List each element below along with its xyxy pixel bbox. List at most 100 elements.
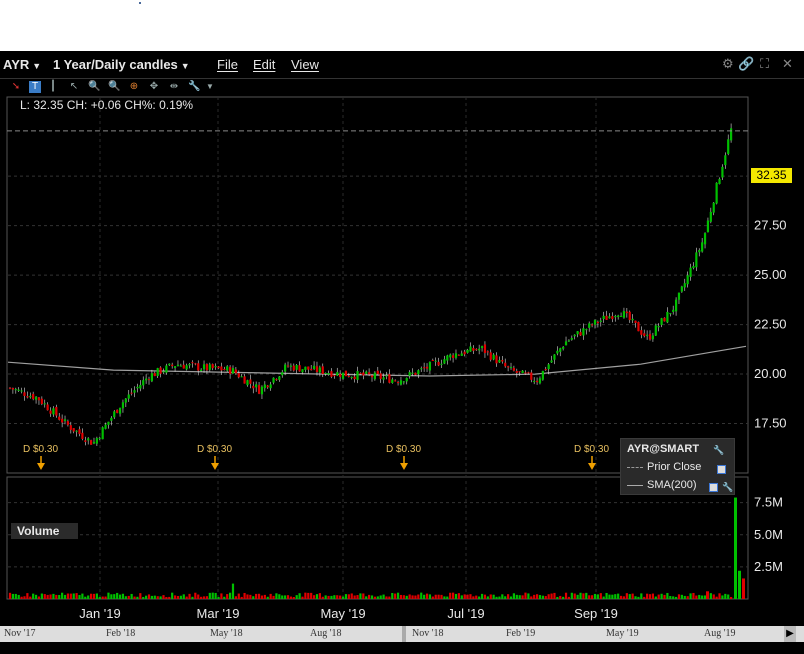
candle-body xyxy=(376,370,379,375)
draw-icon[interactable]: ↖ xyxy=(69,81,79,92)
menu-file[interactable]: File xyxy=(217,57,238,72)
volume-bar xyxy=(423,594,426,599)
candle-body xyxy=(370,375,374,378)
volume-bar xyxy=(544,596,547,599)
volume-bar xyxy=(509,596,513,599)
volume-bar xyxy=(8,592,12,599)
volume-panel xyxy=(6,476,749,600)
candle-body xyxy=(43,403,46,405)
dividend-arrow-icon xyxy=(37,463,45,470)
time-navigator[interactable]: ▶ Nov '17 Feb '18 May '18 Aug '18 Nov '1… xyxy=(0,626,804,642)
volume-bar xyxy=(246,594,249,599)
expand-icon[interactable]: ⛶ xyxy=(760,56,770,71)
candle-body xyxy=(200,369,203,372)
candle-body xyxy=(579,332,582,336)
navigator-left-handle[interactable] xyxy=(402,626,406,642)
volume-bar xyxy=(281,595,284,599)
close-icon[interactable]: ✕ xyxy=(782,56,793,71)
volume-bar xyxy=(87,595,90,599)
bar-type-icon[interactable]: ┃ xyxy=(49,81,57,92)
volume-bar xyxy=(370,595,374,599)
target-icon[interactable]: ⊕ xyxy=(129,81,139,92)
volume-bar xyxy=(425,593,429,599)
volume-bar xyxy=(379,595,382,599)
volume-bar xyxy=(113,594,116,599)
volume-bar xyxy=(483,594,487,599)
candle-body xyxy=(17,389,20,391)
split-icon[interactable]: ⇹ xyxy=(169,81,179,92)
candle-body xyxy=(417,370,420,375)
volume-bar xyxy=(701,595,704,599)
symbol-selector[interactable]: AYR ▼ xyxy=(3,57,42,72)
candle-body xyxy=(182,364,185,369)
settings-icon[interactable]: ⚙ xyxy=(722,56,734,71)
volume-bar xyxy=(121,593,125,599)
candle-body xyxy=(312,365,316,369)
candle-body xyxy=(538,378,542,384)
candle-body xyxy=(153,373,156,377)
candle-body xyxy=(701,242,704,252)
volume-bar xyxy=(742,578,745,599)
volume-bar xyxy=(562,596,565,599)
volume-bar xyxy=(475,595,478,599)
menu-edit[interactable]: Edit xyxy=(253,57,276,72)
candle-body xyxy=(75,430,78,432)
candle-body xyxy=(188,363,191,366)
volume-bar xyxy=(437,594,440,599)
annotate-icon[interactable]: ➘ xyxy=(11,81,21,92)
volume-bar xyxy=(672,596,675,599)
candle-body xyxy=(197,363,200,371)
navigator-right-handle[interactable]: ▶ xyxy=(784,626,796,642)
candle-body xyxy=(617,315,620,318)
volume-bar xyxy=(63,594,67,599)
candle-body xyxy=(527,372,530,374)
volume-bar xyxy=(220,593,223,599)
sma-checkbox[interactable] xyxy=(709,483,718,492)
candle-body xyxy=(599,320,602,322)
volume-bar xyxy=(330,595,333,599)
navigator-label: May '18 xyxy=(210,628,243,639)
chevron-down-icon[interactable]: ▼ xyxy=(206,82,214,91)
wrench-icon[interactable]: 🔧 xyxy=(722,482,734,492)
volume-bar xyxy=(434,594,437,599)
menu-view[interactable]: View xyxy=(291,57,319,72)
volume-bar xyxy=(20,596,23,599)
candle-body xyxy=(321,366,324,375)
candle-body xyxy=(165,365,168,373)
zoom-out-icon[interactable]: 🔍 xyxy=(108,81,121,92)
candle-body xyxy=(469,346,472,352)
candle-body xyxy=(121,402,125,409)
volume-bar xyxy=(14,593,17,599)
volume-bar xyxy=(727,594,730,599)
period-selector[interactable]: 1 Year/Daily candles ▼ xyxy=(53,57,190,72)
candle-body xyxy=(440,363,443,365)
wrench-icon[interactable]: 🔧 xyxy=(713,445,725,455)
volume-bar xyxy=(191,596,194,599)
candle-body xyxy=(669,313,672,315)
candle-body xyxy=(49,410,52,414)
text-tool-icon[interactable]: T xyxy=(29,81,41,93)
link-icon[interactable]: 🔗 xyxy=(738,56,755,71)
prior-close-checkbox[interactable] xyxy=(717,465,726,474)
candle-body xyxy=(220,366,223,371)
volume-bar xyxy=(396,592,400,599)
volume-bar xyxy=(365,596,368,599)
volume-bar xyxy=(463,594,466,599)
pan-icon[interactable]: ✥ xyxy=(149,81,159,92)
volume-bar xyxy=(669,596,672,599)
candle-body xyxy=(564,341,568,346)
candle-body xyxy=(695,252,698,268)
chevron-down-icon: ▼ xyxy=(180,61,190,71)
candle-body xyxy=(249,379,252,384)
volume-bar xyxy=(663,594,666,599)
dividend-arrow-icon xyxy=(400,463,408,470)
candle-body xyxy=(547,364,550,370)
volume-bar xyxy=(724,593,727,599)
candle-body xyxy=(341,372,345,379)
zoom-in-icon[interactable]: 🔍 xyxy=(88,81,101,92)
volume-bar xyxy=(530,596,533,599)
wrench-icon[interactable]: 🔧 xyxy=(188,81,201,92)
candle-body xyxy=(66,421,70,425)
